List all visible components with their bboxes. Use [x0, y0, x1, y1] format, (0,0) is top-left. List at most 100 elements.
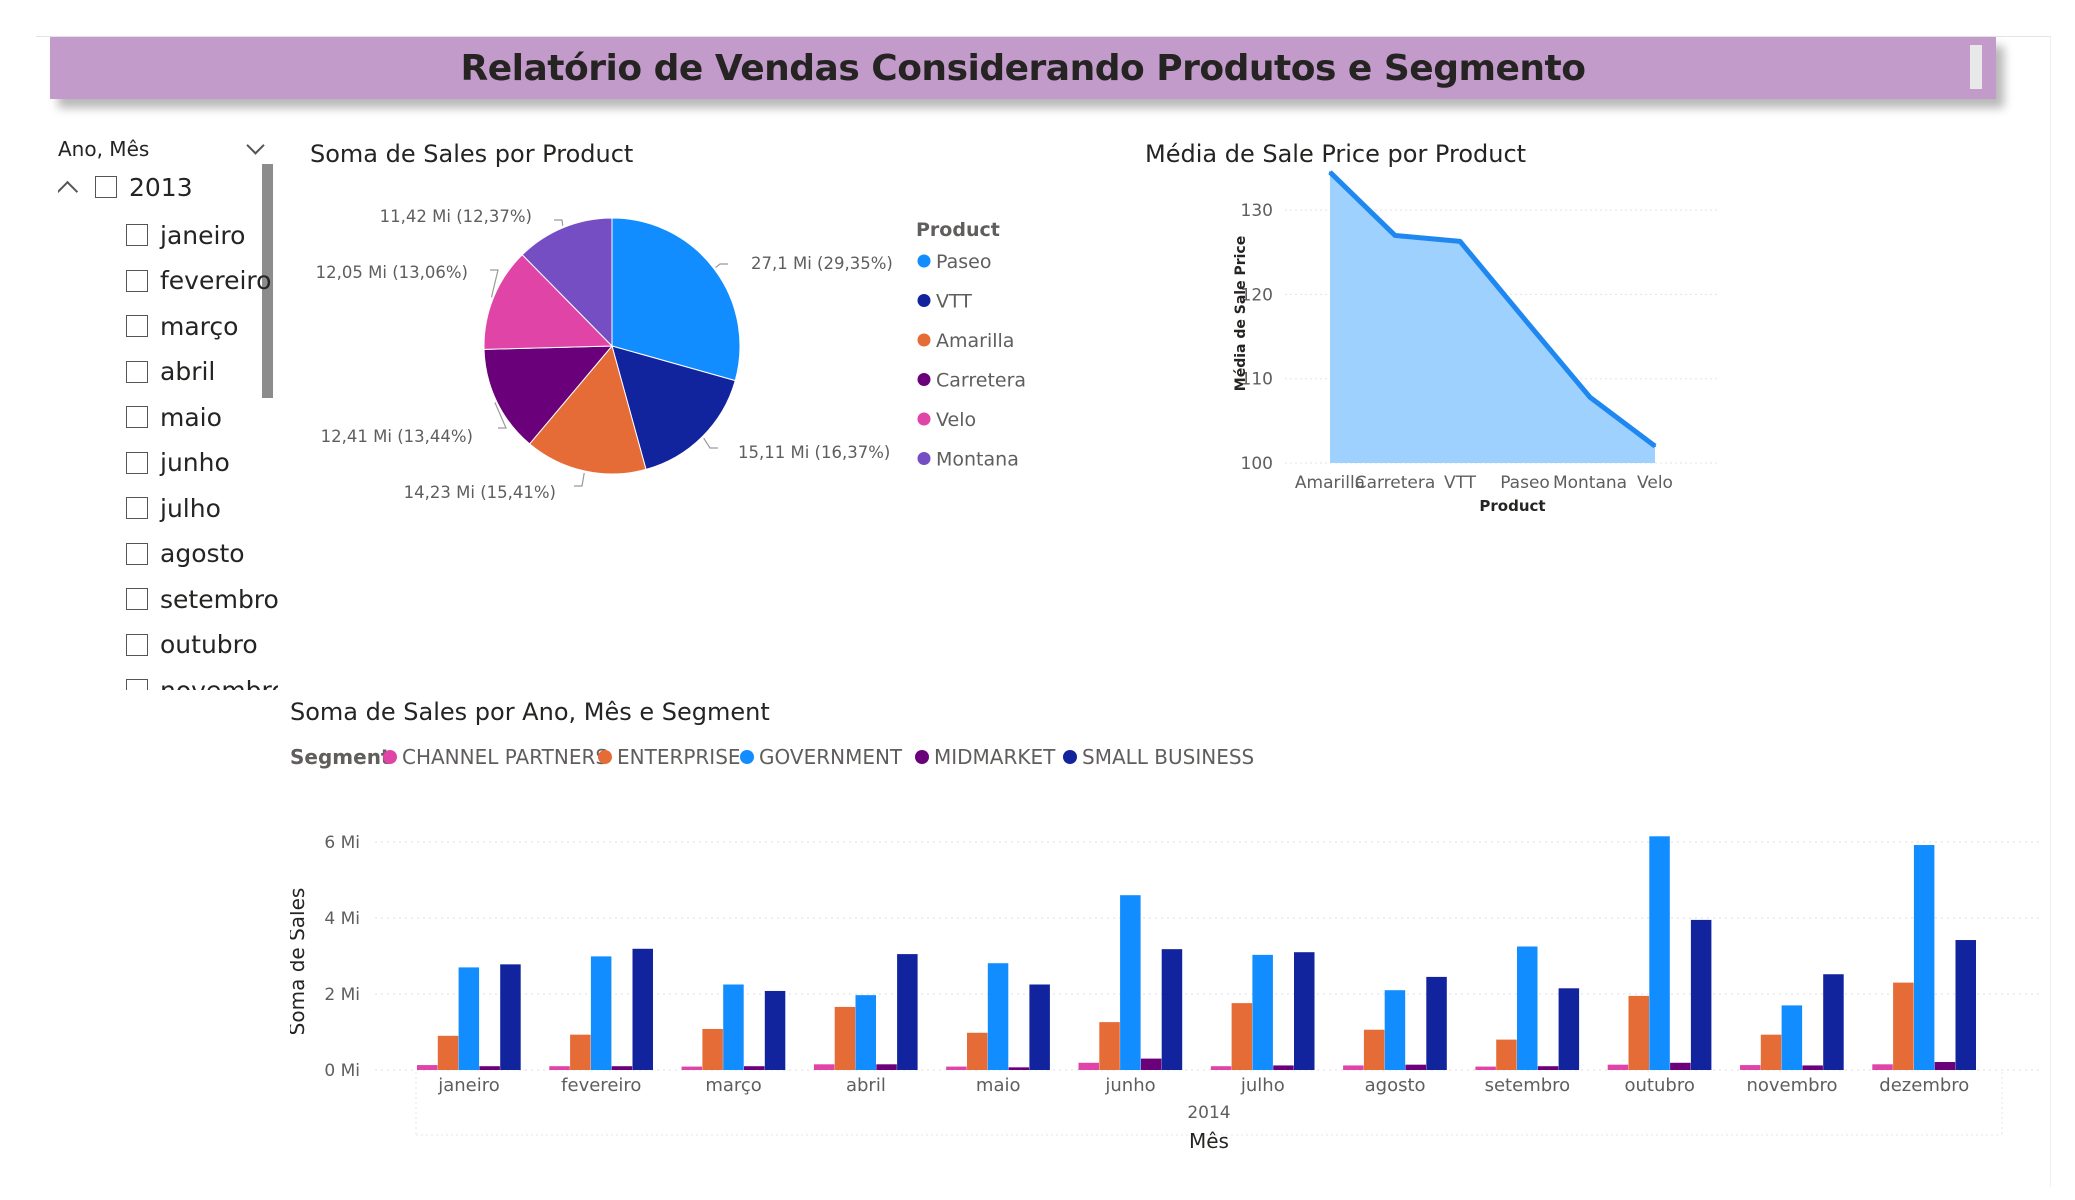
- bar-enterprise[interactable]: [834, 1006, 856, 1070]
- month-checkbox[interactable]: [126, 360, 148, 383]
- pie-legend-marker[interactable]: [917, 412, 931, 426]
- slicer-header[interactable]: Ano, Mês: [58, 134, 268, 164]
- bar-legend-marker[interactable]: [598, 750, 612, 764]
- slicer-item-month[interactable]: setembro: [126, 582, 278, 616]
- bar-legend-item[interactable]: SMALL BUSINESS: [1082, 745, 1254, 769]
- bar-government[interactable]: [1120, 895, 1141, 1070]
- bar-enterprise[interactable]: [570, 1034, 591, 1070]
- chevron-down-icon[interactable]: [246, 135, 265, 155]
- bar-enterprise[interactable]: [1231, 1003, 1253, 1070]
- bar-government[interactable]: [1781, 1005, 1803, 1070]
- bar-channel-partners[interactable]: [1740, 1065, 1761, 1070]
- bar-government[interactable]: [855, 995, 877, 1070]
- bar-enterprise[interactable]: [702, 1028, 723, 1070]
- bar-legend-item[interactable]: ENTERPRISE: [617, 745, 741, 769]
- bar-channel-partners[interactable]: [1872, 1064, 1893, 1070]
- bar-channel-partners[interactable]: [813, 1064, 835, 1070]
- area-line[interactable]: [1328, 170, 1657, 449]
- pie-legend-item[interactable]: Velo: [936, 409, 976, 431]
- slicer-item-month[interactable]: fevereiro: [126, 264, 271, 298]
- bar-government[interactable]: [458, 967, 480, 1070]
- bar-enterprise[interactable]: [1628, 995, 1650, 1070]
- pie-legend-marker[interactable]: [917, 373, 931, 386]
- bar-small-business[interactable]: [1823, 974, 1844, 1070]
- slicer-item-month[interactable]: abril: [126, 355, 215, 389]
- month-checkbox[interactable]: [126, 451, 148, 474]
- slicer-item-year[interactable]: 2013: [58, 170, 193, 204]
- bar-small-business[interactable]: [1955, 940, 1977, 1070]
- pie-slice-montana[interactable]: [521, 217, 613, 348]
- bar-channel-partners[interactable]: [1210, 1066, 1232, 1070]
- bar-channel-partners[interactable]: [1607, 1064, 1629, 1070]
- bar-midmarket[interactable]: [876, 1064, 897, 1070]
- bar-government[interactable]: [987, 963, 1009, 1070]
- month-checkbox[interactable]: [126, 406, 148, 428]
- bar-small-business[interactable]: [632, 948, 654, 1070]
- area-data-point[interactable]: [1524, 318, 1526, 321]
- pie-legend-item[interactable]: Paseo: [936, 251, 991, 273]
- bar-government[interactable]: [1252, 954, 1273, 1070]
- pie-legend-item[interactable]: VTT: [936, 291, 972, 313]
- pie-legend-marker[interactable]: [917, 294, 931, 307]
- bar-channel-partners[interactable]: [1475, 1066, 1496, 1070]
- bar-small-business[interactable]: [1426, 976, 1447, 1070]
- pie-slice-paseo[interactable]: [611, 217, 741, 382]
- bar-channel-partners[interactable]: [946, 1066, 967, 1070]
- pie-slice-amarilla[interactable]: [528, 344, 647, 475]
- bar-enterprise[interactable]: [1099, 1022, 1120, 1070]
- bar-enterprise[interactable]: [1363, 1029, 1385, 1070]
- bar-small-business[interactable]: [1558, 988, 1580, 1070]
- pie-legend-marker[interactable]: [917, 452, 931, 465]
- bar-legend-item[interactable]: MIDMARKET: [934, 745, 1056, 769]
- month-checkbox[interactable]: [126, 633, 148, 656]
- pie-legend-marker[interactable]: [917, 333, 931, 347]
- slicer-item-month[interactable]: junho: [126, 446, 230, 480]
- bar-enterprise[interactable]: [1496, 1039, 1517, 1070]
- area-data-point[interactable]: [1459, 240, 1461, 243]
- collapse-chevron-icon[interactable]: [58, 180, 79, 202]
- pie-legend-item[interactable]: Montana: [936, 449, 1019, 471]
- bar-enterprise[interactable]: [1760, 1034, 1782, 1070]
- bar-small-business[interactable]: [1690, 919, 1712, 1070]
- bar-small-business[interactable]: [764, 990, 786, 1070]
- bar-channel-partners[interactable]: [681, 1066, 703, 1070]
- slicer-item-month[interactable]: março: [126, 309, 238, 343]
- pie-legend-item[interactable]: Carretera: [936, 370, 1026, 392]
- area-data-point[interactable]: [1329, 171, 1331, 174]
- slicer-item-month[interactable]: novembro: [126, 673, 278, 690]
- bar-midmarket[interactable]: [1140, 1058, 1162, 1070]
- pie-slice-vtt[interactable]: [611, 345, 736, 471]
- bar-enterprise[interactable]: [1893, 982, 1914, 1070]
- slicer-scrollbar[interactable]: [262, 164, 273, 398]
- bar-government[interactable]: [590, 956, 612, 1070]
- bar-small-business[interactable]: [1294, 952, 1315, 1070]
- slicer-item-month[interactable]: outubro: [126, 628, 258, 662]
- bar-channel-partners[interactable]: [549, 1066, 570, 1070]
- bar-legend-marker[interactable]: [740, 750, 754, 764]
- bar-government[interactable]: [1517, 946, 1538, 1071]
- banner-scroll-handle[interactable]: [1970, 45, 1982, 89]
- bar-legend-item[interactable]: GOVERNMENT: [759, 745, 903, 769]
- bar-government[interactable]: [723, 984, 744, 1071]
- bar-government[interactable]: [1384, 990, 1406, 1070]
- bar-small-business[interactable]: [1029, 984, 1050, 1071]
- slicer-item-month[interactable]: janeiro: [126, 218, 245, 252]
- pie-slice-carretera[interactable]: [483, 345, 614, 445]
- bar-midmarket[interactable]: [1405, 1064, 1427, 1070]
- year-checkbox[interactable]: [95, 176, 117, 198]
- month-checkbox[interactable]: [126, 542, 148, 565]
- slicer-item-month[interactable]: maio: [126, 400, 222, 434]
- bar-midmarket[interactable]: [744, 1066, 765, 1070]
- bar-small-business[interactable]: [1161, 949, 1183, 1070]
- bar-government[interactable]: [1913, 845, 1935, 1070]
- bar-channel-partners[interactable]: [1343, 1065, 1364, 1070]
- month-checkbox[interactable]: [126, 224, 148, 246]
- bar-enterprise[interactable]: [437, 1035, 459, 1070]
- area-data-point[interactable]: [1654, 445, 1656, 448]
- bar-midmarket[interactable]: [1802, 1065, 1823, 1070]
- bar-midmarket[interactable]: [1670, 1062, 1691, 1070]
- bar-midmarket[interactable]: [479, 1066, 500, 1070]
- area-data-point[interactable]: [1589, 396, 1591, 399]
- month-checkbox[interactable]: [126, 269, 148, 292]
- bar-midmarket[interactable]: [611, 1066, 633, 1070]
